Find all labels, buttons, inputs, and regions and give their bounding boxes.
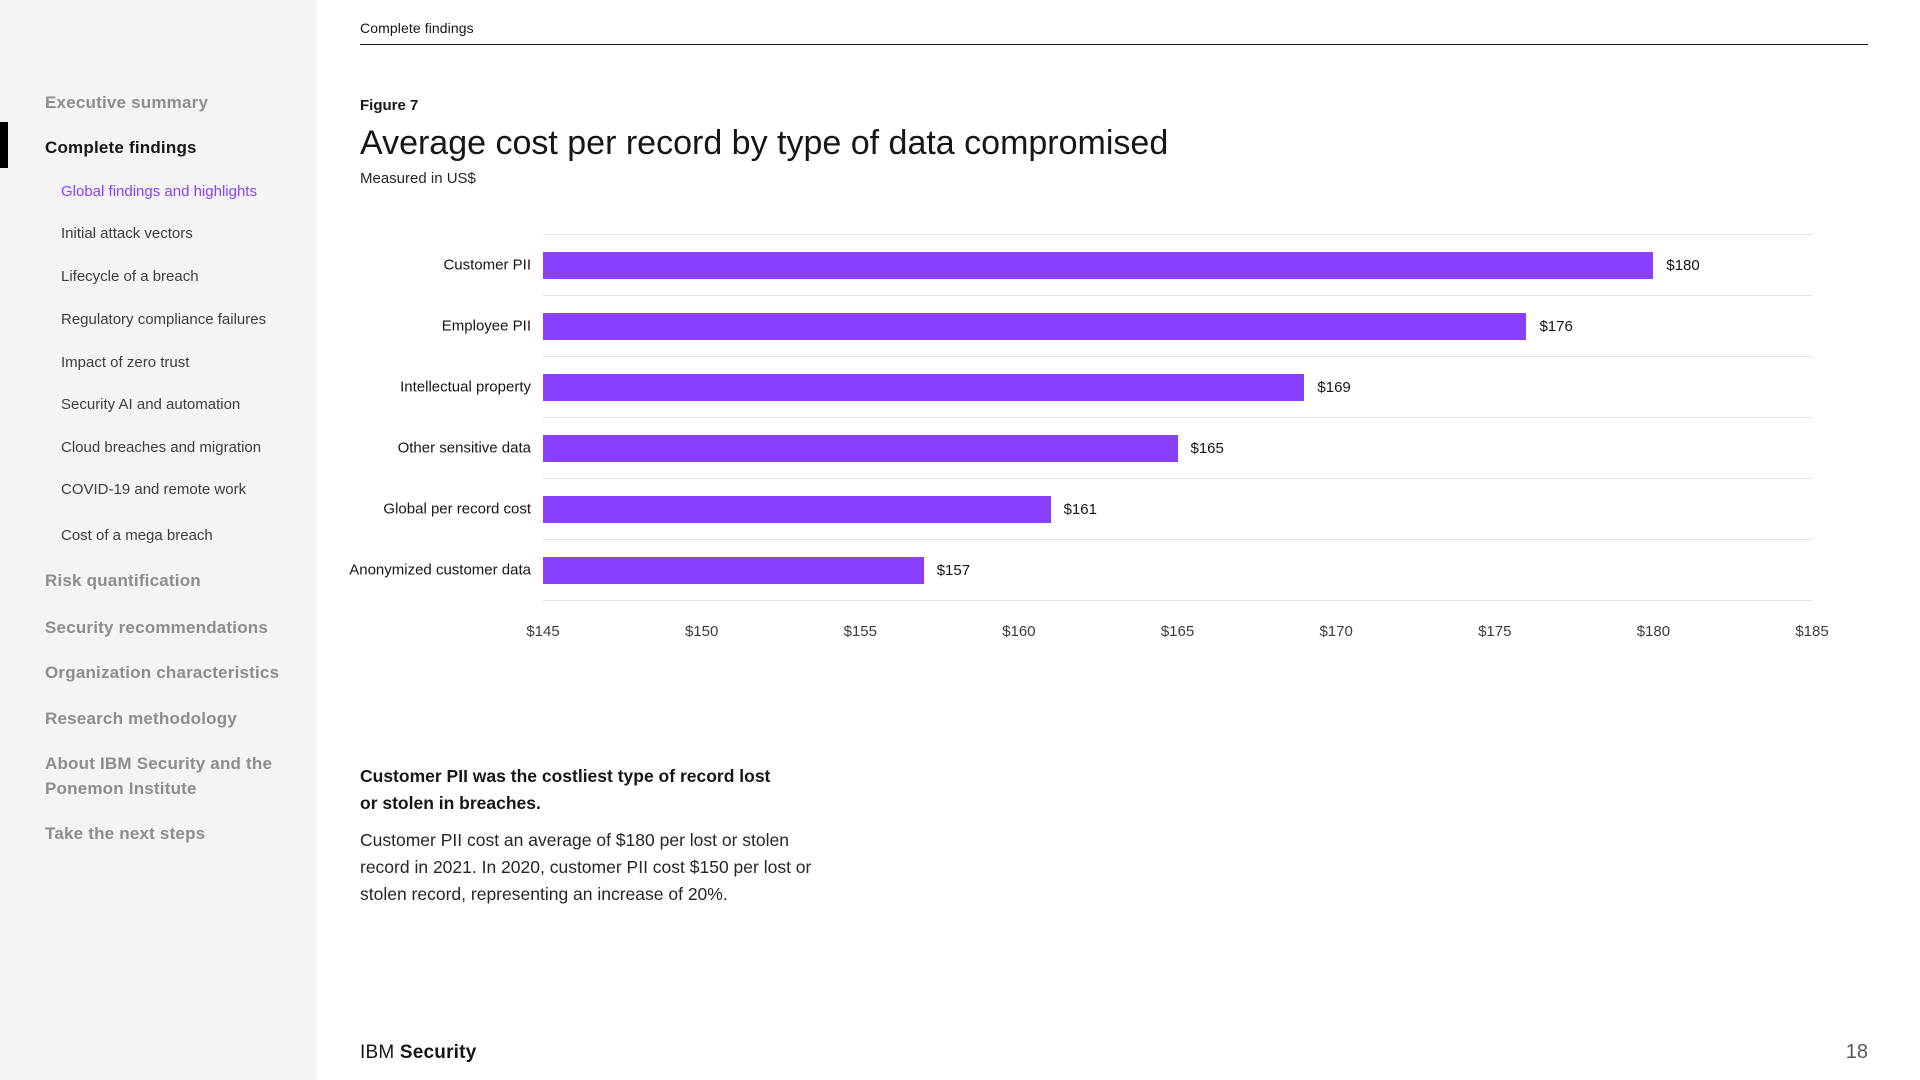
x-axis-tick: $160 bbox=[1002, 623, 1036, 640]
callout-heading: Customer PII was the costliest type of r… bbox=[360, 766, 771, 813]
x-axis: $145 $150 $155 $160 $165 $170 $175 $180 … bbox=[526, 601, 1828, 645]
sidebar-item-security-recommendations[interactable]: Security recommendations bbox=[45, 618, 269, 637]
category-label: Other sensitive data bbox=[397, 439, 531, 457]
callout-body: Customer PII cost an average of $180 per… bbox=[360, 830, 812, 904]
x-axis-tick: $175 bbox=[1478, 623, 1512, 640]
bar-value-label: $161 bbox=[1063, 501, 1097, 518]
chart-row: Employee PII $176 bbox=[442, 295, 1812, 356]
sidebar: Executive summary Complete findings Glob… bbox=[0, 0, 317, 1080]
ibm-security-logo: IBM Security bbox=[360, 1042, 476, 1064]
bar-value-label: $165 bbox=[1190, 440, 1224, 457]
bar-employee-pii bbox=[543, 313, 1527, 340]
sidebar-item-lifecycle-of-a-breach[interactable]: Lifecycle of a breach bbox=[61, 268, 199, 285]
bar-value-label: $157 bbox=[936, 562, 971, 579]
sidebar-item-about-ibm-ponemon[interactable]: About IBM Security and the Ponemon Insti… bbox=[45, 754, 273, 798]
bar-global-per-record-cost bbox=[543, 496, 1051, 523]
sidebar-item-cloud-breaches[interactable]: Cloud breaches and migration bbox=[61, 439, 262, 456]
x-axis-tick: $185 bbox=[1795, 623, 1829, 640]
sidebar-item-executive-summary[interactable]: Executive summary bbox=[45, 93, 209, 112]
figure-subtitle: Measured in US$ bbox=[360, 170, 476, 187]
category-label: Employee PII bbox=[441, 317, 531, 335]
footer: IBM Security 18 bbox=[360, 1041, 1868, 1064]
x-axis-tick: $150 bbox=[684, 623, 719, 640]
chart-row: Global per record cost $161 bbox=[383, 478, 1812, 539]
bar-chart: Customer PII $180 Employee PII $176 Inte… bbox=[349, 234, 1868, 645]
x-axis-tick: $155 bbox=[843, 623, 877, 640]
category-label: Global per record cost bbox=[383, 500, 531, 518]
sidebar-item-complete-findings[interactable]: Complete findings bbox=[45, 138, 197, 157]
x-axis-tick: $145 bbox=[526, 623, 560, 640]
x-axis-tick: $180 bbox=[1636, 623, 1671, 640]
category-label: Intellectual property bbox=[400, 378, 531, 396]
sidebar-item-initial-attack-vectors[interactable]: Initial attack vectors bbox=[61, 225, 193, 242]
bar-anonymized-customer-data bbox=[543, 557, 924, 584]
category-label: Anonymized customer data bbox=[349, 561, 531, 579]
brand-ibm: IBM bbox=[360, 1042, 395, 1063]
sidebar-item-impact-of-zero-trust[interactable]: Impact of zero trust bbox=[61, 354, 190, 371]
active-section-indicator bbox=[0, 122, 8, 168]
chart-row: Anonymized customer data $157 bbox=[349, 539, 1812, 600]
bar-other-sensitive-data bbox=[543, 435, 1178, 462]
sidebar-item-cost-of-mega-breach[interactable]: Cost of a mega breach bbox=[61, 527, 213, 544]
bar-customer-pii bbox=[543, 252, 1654, 279]
running-head-section-label: Complete findings bbox=[360, 0, 1868, 45]
sidebar-item-research-methodology[interactable]: Research methodology bbox=[45, 709, 237, 728]
page-number: 18 bbox=[1845, 1041, 1868, 1063]
sidebar-item-organization-characteristics[interactable]: Organization characteristics bbox=[45, 663, 280, 682]
callout: Customer PII was the costliest type of r… bbox=[360, 763, 1868, 908]
figure-label: Figure 7 bbox=[360, 97, 419, 114]
bar-value-label: $180 bbox=[1666, 257, 1700, 274]
sidebar-item-risk-quantification[interactable]: Risk quantification bbox=[45, 571, 201, 590]
bar-value-label: $176 bbox=[1539, 318, 1573, 335]
x-axis-tick: $165 bbox=[1160, 623, 1195, 640]
chart-row: Customer PII $180 bbox=[443, 234, 1812, 295]
sidebar-item-covid19-remote-work[interactable]: COVID-19 and remote work bbox=[61, 481, 247, 498]
chart-plot-area: Customer PII $180 Employee PII $176 Inte… bbox=[349, 234, 1812, 601]
chart-row: Intellectual property $169 bbox=[400, 356, 1812, 417]
x-axis-tick: $170 bbox=[1319, 623, 1353, 640]
sidebar-item-take-the-next-steps[interactable]: Take the next steps bbox=[45, 824, 206, 843]
sidebar-item-security-ai-automation[interactable]: Security AI and automation bbox=[61, 396, 241, 413]
chart-row: Other sensitive data $165 bbox=[398, 417, 1812, 478]
category-label: Customer PII bbox=[443, 256, 531, 274]
main-content: Complete findings Figure 7 Average cost … bbox=[317, 0, 1920, 1080]
sidebar-item-global-findings[interactable]: Global findings and highlights bbox=[61, 183, 257, 200]
bar-intellectual-property bbox=[543, 374, 1305, 401]
sidebar-item-regulatory-compliance[interactable]: Regulatory compliance failures bbox=[61, 311, 267, 328]
bar-value-label: $169 bbox=[1317, 379, 1351, 396]
brand-security: Security bbox=[399, 1042, 477, 1063]
figure-title: Average cost per record by type of data … bbox=[360, 124, 1169, 162]
